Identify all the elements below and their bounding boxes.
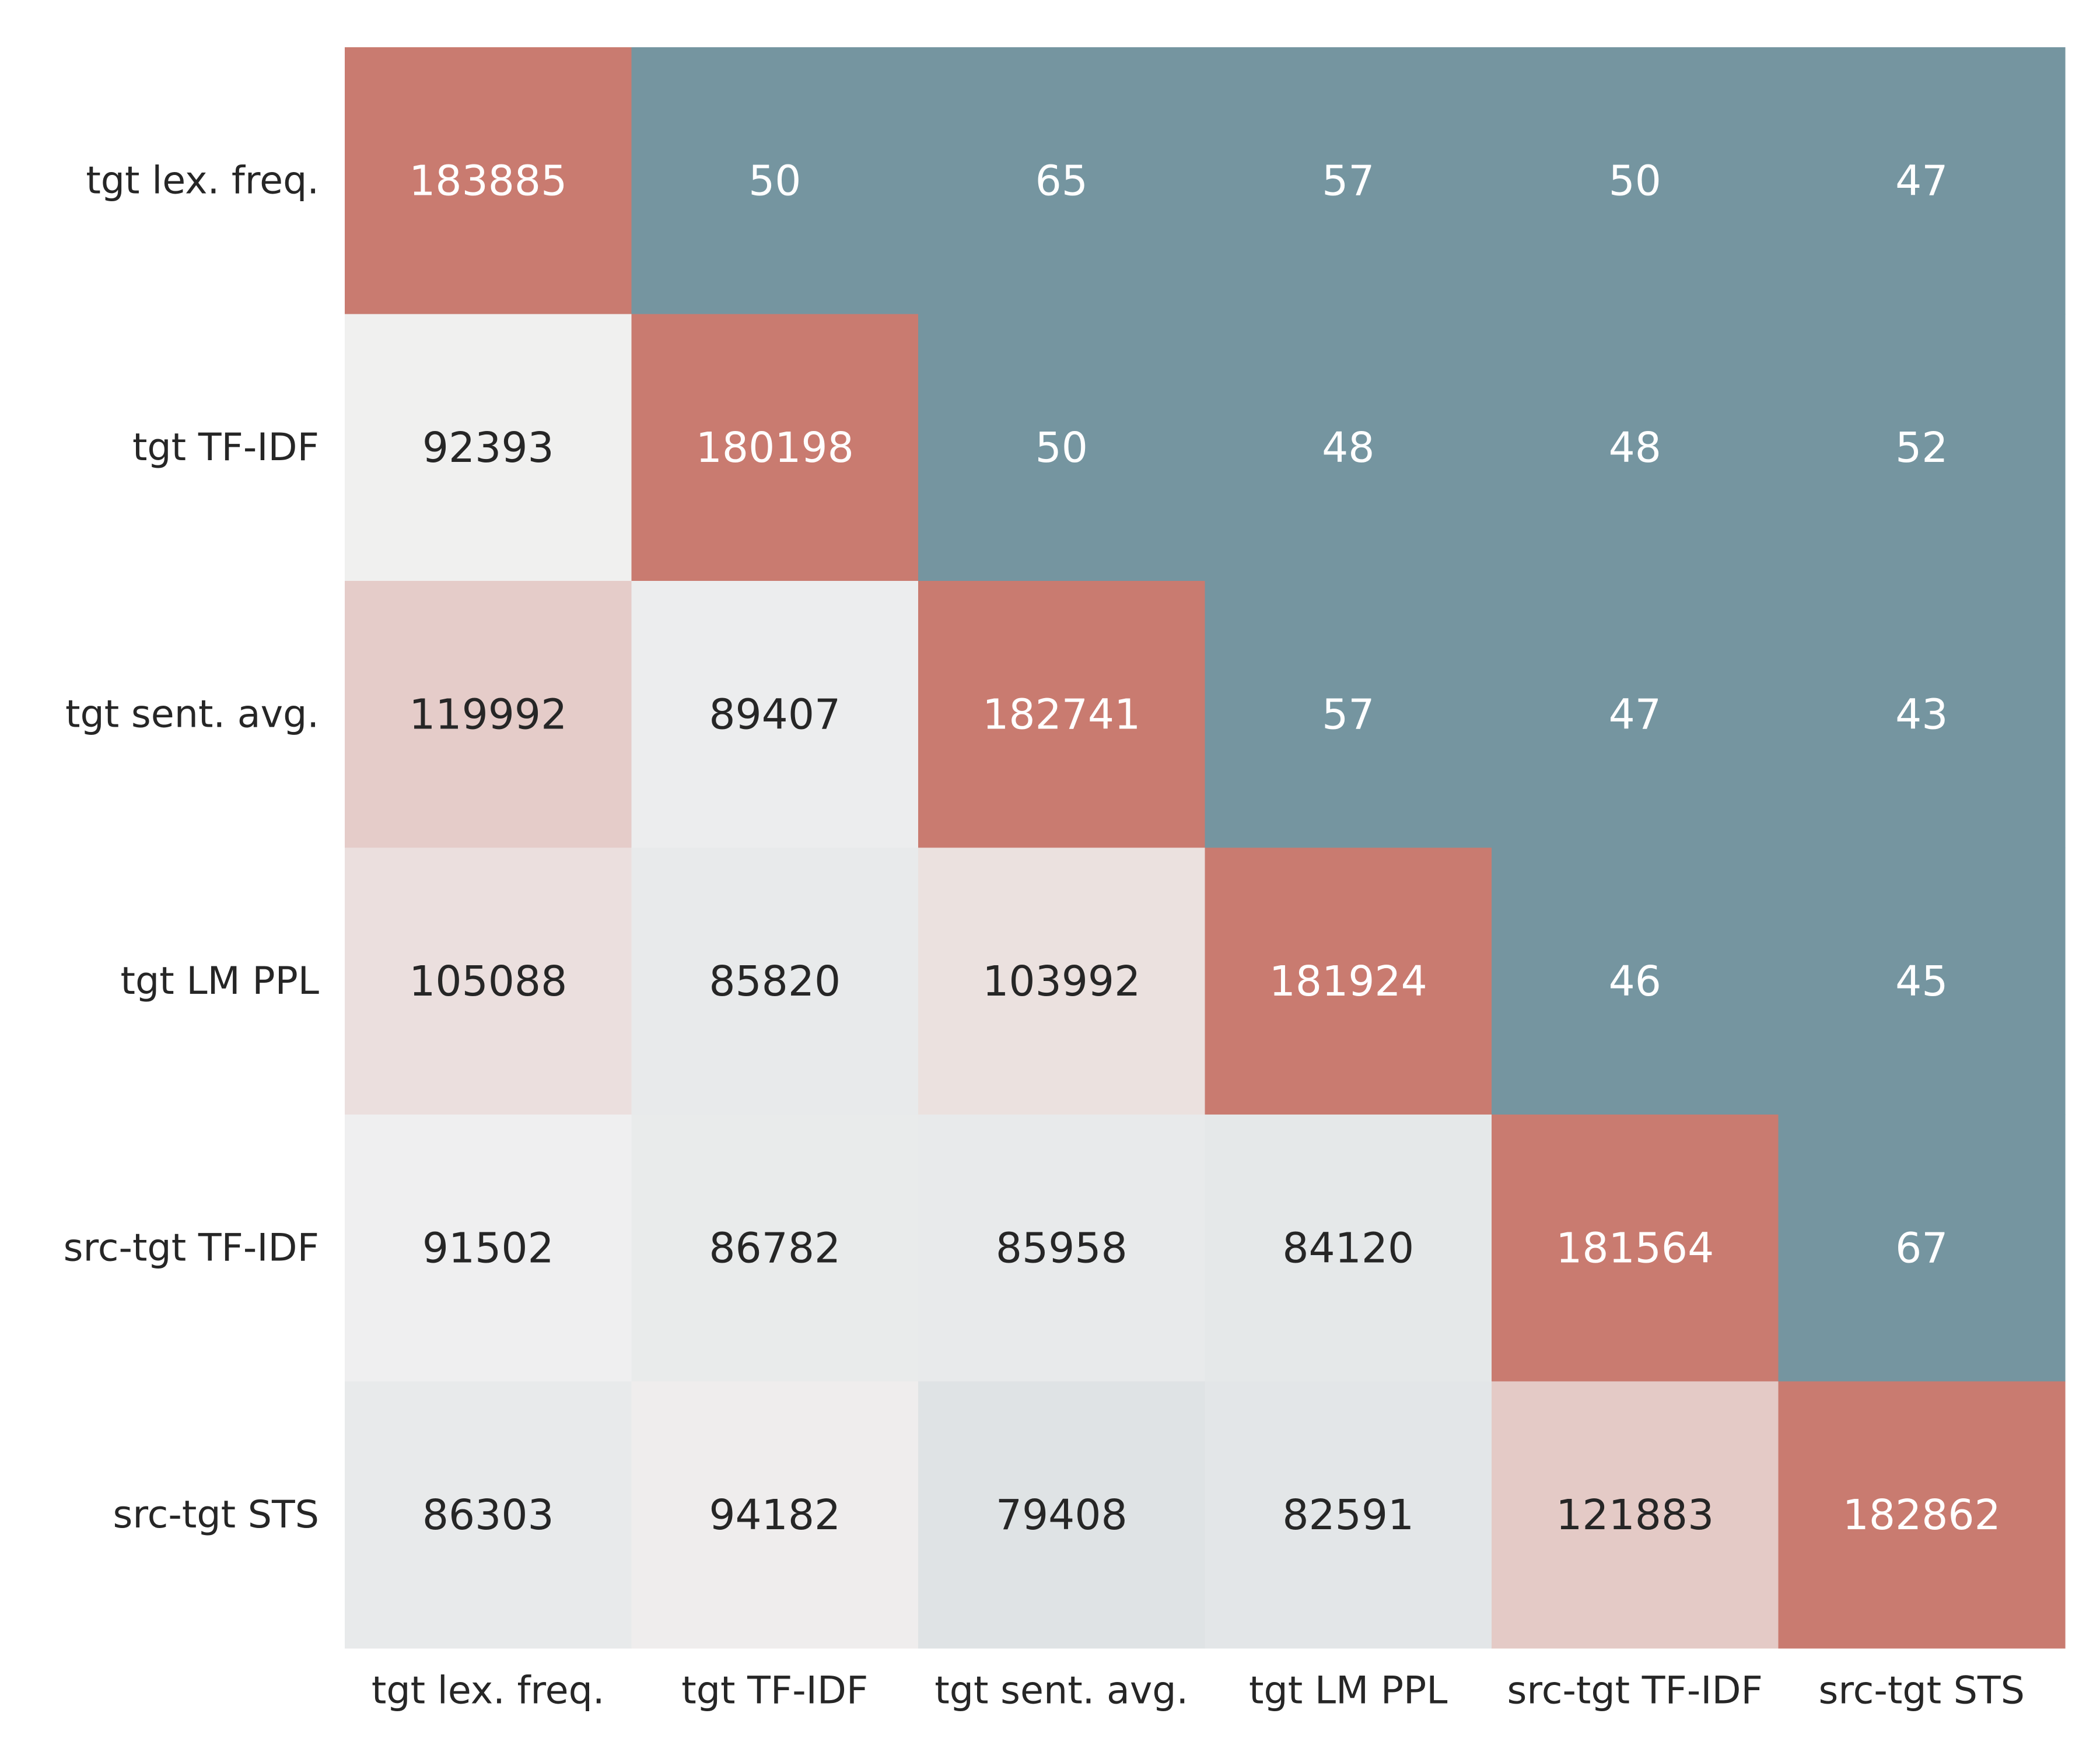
cell-value-label-r0-c0: 183885: [409, 156, 567, 205]
heatmap-cell-r1-c2: [918, 314, 1206, 581]
x-axis-tick-labels: tgt lex. freq. tgt TF-IDF tgt sent. avg. tg…: [372, 1669, 2025, 1713]
y-tick-label-2: tgt sent. avg.: [65, 692, 319, 736]
cell-value-label-r0-c2: 65: [1035, 156, 1088, 205]
cell-value-label-r4-c0: 91502: [422, 1224, 554, 1272]
heatmap-cell-r3-c4: [1492, 847, 1779, 1115]
heatmap-cell-r2-c4: [1492, 581, 1779, 849]
cell-value-label-r0-c4: 50: [1609, 156, 1661, 205]
heatmap-value-labels: 183885 50 65 57 50 47 92393 180198 50 48 48 52 11999…: [409, 156, 2001, 1539]
cell-value-label-r1-c2: 50: [1035, 423, 1088, 472]
cell-value-label-r4-c5: 67: [1895, 1224, 1948, 1272]
cell-value-label-r2-c3: 57: [1322, 690, 1374, 738]
cell-value-label-r2-c4: 47: [1609, 690, 1661, 738]
heatmap-cell-r3-c3: [1205, 847, 1492, 1115]
heatmap-cell-r0-c0: [345, 47, 632, 315]
x-tick-label-5: src-tgt STS: [1819, 1669, 2025, 1713]
cell-value-label-r3-c5: 45: [1895, 957, 1948, 1005]
cell-value-label-r4-c2: 85958: [996, 1224, 1128, 1272]
cell-value-label-r5-c1: 94182: [709, 1491, 841, 1539]
cell-value-label-r5-c0: 86303: [422, 1491, 554, 1539]
cell-value-label-r4-c3: 84120: [1282, 1224, 1414, 1272]
heatmap-cell-r2-c2: [918, 581, 1206, 849]
x-tick-label-2: tgt sent. avg.: [935, 1669, 1188, 1713]
cell-value-label-r0-c1: 50: [748, 156, 801, 205]
heatmap-cell-r5-c5: [1778, 1381, 2066, 1649]
heatmap-cell-r4-c5: [1778, 1115, 2066, 1382]
cell-value-label-r0-c5: 47: [1895, 156, 1948, 205]
heatmap-cell-r1-c4: [1492, 314, 1779, 581]
heatmap-cell-r4-c1: [631, 1115, 919, 1382]
heatmap-cells: [345, 47, 2066, 1649]
heatmap-cell-r3-c1: [631, 847, 919, 1115]
cell-value-label-r4-c1: 86782: [709, 1224, 841, 1272]
heatmap-cell-r0-c1: [631, 47, 919, 315]
heatmap-cell-r5-c4: [1492, 1381, 1779, 1649]
heatmap-cell-r5-c0: [345, 1381, 632, 1649]
heatmap-cell-r0-c5: [1778, 47, 2066, 315]
heatmap-cell-r2-c1: [631, 581, 919, 849]
heatmap-cell-r0-c2: [918, 47, 1206, 315]
cell-value-label-r3-c3: 181924: [1269, 957, 1427, 1005]
y-axis-tick-labels: tgt lex. freq. tgt TF-IDF tgt sent. avg. tg…: [64, 159, 319, 1537]
cell-value-label-r1-c3: 48: [1322, 423, 1374, 472]
cell-value-label-r3-c0: 105088: [409, 957, 567, 1005]
heatmap-cell-r4-c2: [918, 1115, 1206, 1382]
cell-value-label-r0-c3: 57: [1322, 156, 1374, 205]
cell-value-label-r1-c1: 180198: [696, 423, 854, 472]
y-tick-label-5: src-tgt STS: [113, 1493, 319, 1537]
heatmap-cell-r5-c2: [918, 1381, 1206, 1649]
heatmap-cell-r3-c5: [1778, 847, 2066, 1115]
heatmap-cell-r1-c1: [631, 314, 919, 581]
heatmap-cell-r2-c3: [1205, 581, 1492, 849]
cell-value-label-r3-c1: 85820: [709, 957, 841, 1005]
cell-value-label-r5-c4: 121883: [1556, 1491, 1714, 1539]
heatmap-cell-r1-c5: [1778, 314, 2066, 581]
y-tick-label-3: tgt LM PPL: [121, 959, 319, 1003]
y-tick-label-1: tgt TF-IDF: [132, 426, 319, 469]
heatmap-cell-r5-c1: [631, 1381, 919, 1649]
heatmap-cell-r1-c3: [1205, 314, 1492, 581]
cell-value-label-r2-c0: 119992: [409, 690, 567, 738]
x-tick-label-3: tgt LM PPL: [1249, 1669, 1447, 1713]
heatmap-cell-r4-c4: [1492, 1115, 1779, 1382]
heatmap-cell-r4-c0: [345, 1115, 632, 1382]
y-tick-label-4: src-tgt TF-IDF: [64, 1226, 319, 1270]
cell-value-label-r2-c2: 182741: [982, 690, 1140, 738]
cell-value-label-r1-c0: 92393: [422, 423, 554, 472]
cell-value-label-r3-c2: 103992: [982, 957, 1140, 1005]
y-tick-label-0: tgt lex. freq.: [86, 159, 319, 202]
x-tick-label-4: src-tgt TF-IDF: [1507, 1669, 1763, 1713]
cell-value-label-r2-c5: 43: [1895, 690, 1948, 738]
cell-value-label-r5-c3: 82591: [1282, 1491, 1414, 1539]
cell-value-label-r5-c5: 182862: [1843, 1491, 2001, 1539]
x-tick-label-0: tgt lex. freq.: [372, 1669, 605, 1713]
heatmap-cell-r2-c0: [345, 581, 632, 849]
heatmap-cell-r4-c3: [1205, 1115, 1492, 1382]
cell-value-label-r3-c4: 46: [1609, 957, 1661, 1005]
heatmap-cell-r3-c0: [345, 847, 632, 1115]
cell-value-label-r2-c1: 89407: [709, 690, 841, 738]
heatmap-cell-r0-c4: [1492, 47, 1779, 315]
cell-value-label-r4-c4: 181564: [1556, 1224, 1714, 1272]
heatmap-cell-r2-c5: [1778, 581, 2066, 849]
x-tick-label-1: tgt TF-IDF: [681, 1669, 868, 1713]
heatmap-cell-r1-c0: [345, 314, 632, 581]
cell-value-label-r1-c5: 52: [1895, 423, 1948, 472]
heatmap-cell-r3-c2: [918, 847, 1206, 1115]
heatmap-cell-r0-c3: [1205, 47, 1492, 315]
cell-value-label-r5-c2: 79408: [996, 1491, 1128, 1539]
cell-value-label-r1-c4: 48: [1609, 423, 1661, 472]
heatmap-cell-r5-c3: [1205, 1381, 1492, 1649]
